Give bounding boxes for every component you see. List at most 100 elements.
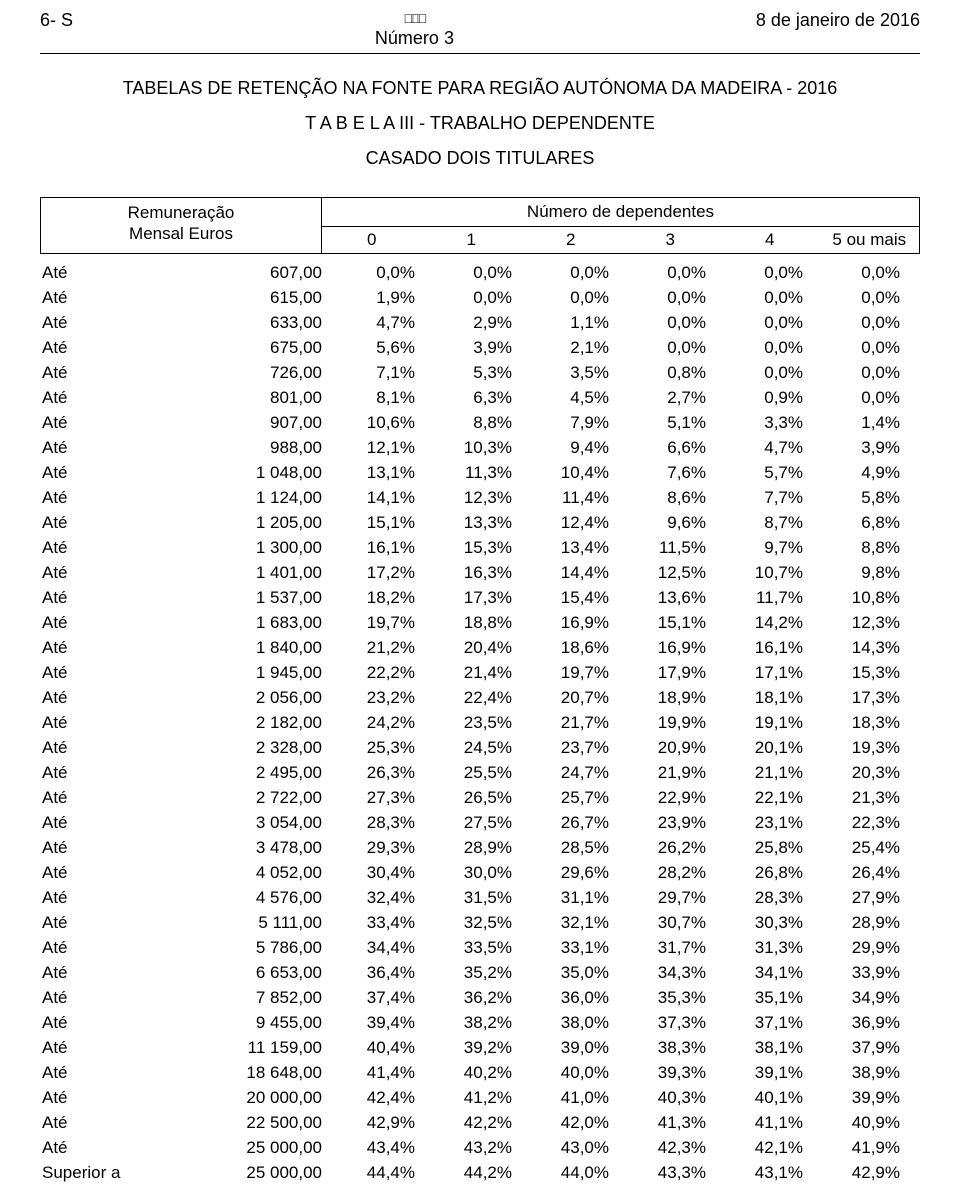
row-cell: 27,9% <box>823 888 920 908</box>
table-body: Até607,000,0%0,0%0,0%0,0%0,0%0,0%Até615,… <box>40 260 920 1185</box>
row-cell: 14,3% <box>823 638 920 658</box>
table-row: Até1 683,0019,7%18,8%16,9%15,1%14,2%12,3… <box>40 610 920 635</box>
row-cell: 4,7% <box>338 313 435 333</box>
table-row: Até4 576,0032,4%31,5%31,1%29,7%28,3%27,9… <box>40 885 920 910</box>
row-cell: 1,1% <box>532 313 629 333</box>
row-cell: 26,5% <box>435 788 532 808</box>
row-cell: 12,5% <box>629 563 726 583</box>
row-cell: 10,6% <box>338 413 435 433</box>
col-head: 4 <box>720 227 820 253</box>
table-row: Até801,008,1%6,3%4,5%2,7%0,9%0,0% <box>40 385 920 410</box>
table-row: Até675,005,6%3,9%2,1%0,0%0,0%0,0% <box>40 335 920 360</box>
table-row: Até25 000,0043,4%43,2%43,0%42,3%42,1%41,… <box>40 1135 920 1160</box>
row-cell: 11,4% <box>532 488 629 508</box>
table-row: Até3 054,0028,3%27,5%26,7%23,9%23,1%22,3… <box>40 810 920 835</box>
row-cell: 19,7% <box>532 663 629 683</box>
row-amount: 801,00 <box>152 388 338 408</box>
row-cell: 25,3% <box>338 738 435 758</box>
table-row: Até9 455,0039,4%38,2%38,0%37,3%37,1%36,9… <box>40 1010 920 1035</box>
row-cell: 0,0% <box>726 313 823 333</box>
row-cell: 40,1% <box>726 1088 823 1108</box>
row-cell: 28,2% <box>629 863 726 883</box>
table-row: Até5 786,0034,4%33,5%33,1%31,7%31,3%29,9… <box>40 935 920 960</box>
row-label: Até <box>40 313 152 333</box>
row-cell: 0,0% <box>435 263 532 283</box>
row-label: Até <box>40 988 152 1008</box>
row-cell: 24,5% <box>435 738 532 758</box>
row-amount: 988,00 <box>152 438 338 458</box>
row-cell: 22,1% <box>726 788 823 808</box>
row-cell: 38,0% <box>532 1013 629 1033</box>
row-label: Até <box>40 538 152 558</box>
row-cell: 39,9% <box>823 1088 920 1108</box>
row-label: Até <box>40 1013 152 1033</box>
row-cell: 3,9% <box>823 438 920 458</box>
row-cell: 18,9% <box>629 688 726 708</box>
row-cell: 40,0% <box>532 1063 629 1083</box>
row-cell: 38,2% <box>435 1013 532 1033</box>
row-cell: 0,0% <box>338 263 435 283</box>
row-cell: 32,5% <box>435 913 532 933</box>
row-label: Até <box>40 363 152 383</box>
row-cell: 5,8% <box>823 488 920 508</box>
table-header-rule <box>40 253 920 254</box>
row-cell: 14,1% <box>338 488 435 508</box>
row-cell: 20,7% <box>532 688 629 708</box>
row-cell: 39,2% <box>435 1038 532 1058</box>
table-row: Até2 328,0025,3%24,5%23,7%20,9%20,1%19,3… <box>40 735 920 760</box>
row-cell: 13,4% <box>532 538 629 558</box>
row-cell: 28,5% <box>532 838 629 858</box>
table-row: Até2 495,0026,3%25,5%24,7%21,9%21,1%20,3… <box>40 760 920 785</box>
row-cell: 29,6% <box>532 863 629 883</box>
header-date: 8 de janeiro de 2016 <box>756 10 920 31</box>
row-cell: 5,1% <box>629 413 726 433</box>
row-amount: 3 478,00 <box>152 838 338 858</box>
row-cell: 5,6% <box>338 338 435 358</box>
table-row: Até1 205,0015,1%13,3%12,4%9,6%8,7%6,8% <box>40 510 920 535</box>
col-head: 3 <box>621 227 721 253</box>
row-amount: 675,00 <box>152 338 338 358</box>
col-head: 2 <box>521 227 621 253</box>
row-cell: 42,1% <box>726 1138 823 1158</box>
table-row: Até907,0010,6%8,8%7,9%5,1%3,3%1,4% <box>40 410 920 435</box>
row-cell: 0,0% <box>629 313 726 333</box>
row-cell: 31,3% <box>726 938 823 958</box>
table-row: Até633,004,7%2,9%1,1%0,0%0,0%0,0% <box>40 310 920 335</box>
row-cell: 38,9% <box>823 1063 920 1083</box>
table-row: Até11 159,0040,4%39,2%39,0%38,3%38,1%37,… <box>40 1035 920 1060</box>
row-cell: 15,3% <box>435 538 532 558</box>
row-cell: 22,9% <box>629 788 726 808</box>
row-amount: 1 048,00 <box>152 463 338 483</box>
row-cell: 35,3% <box>629 988 726 1008</box>
row-amount: 2 328,00 <box>152 738 338 758</box>
table-row: Até1 048,0013,1%11,3%10,4%7,6%5,7%4,9% <box>40 460 920 485</box>
row-cell: 8,8% <box>823 538 920 558</box>
row-cell: 17,9% <box>629 663 726 683</box>
row-cell: 0,0% <box>629 288 726 308</box>
row-cell: 7,7% <box>726 488 823 508</box>
row-cell: 18,2% <box>338 588 435 608</box>
row-cell: 19,3% <box>823 738 920 758</box>
row-cell: 41,2% <box>435 1088 532 1108</box>
table-row: Até988,0012,1%10,3%9,4%6,6%4,7%3,9% <box>40 435 920 460</box>
row-cell: 17,3% <box>823 688 920 708</box>
col-head: 1 <box>422 227 522 253</box>
row-cell: 35,0% <box>532 963 629 983</box>
row-cell: 41,4% <box>338 1063 435 1083</box>
header-left: 6- S <box>40 10 73 31</box>
row-amount: 5 786,00 <box>152 938 338 958</box>
row-cell: 4,5% <box>532 388 629 408</box>
row-cell: 0,0% <box>823 338 920 358</box>
row-amount: 1 205,00 <box>152 513 338 533</box>
row-label: Até <box>40 438 152 458</box>
row-cell: 15,1% <box>338 513 435 533</box>
row-label: Até <box>40 863 152 883</box>
row-amount: 907,00 <box>152 413 338 433</box>
row-label: Até <box>40 388 152 408</box>
row-cell: 17,2% <box>338 563 435 583</box>
row-cell: 23,1% <box>726 813 823 833</box>
row-amount: 5 111,00 <box>152 913 338 933</box>
row-amount: 4 576,00 <box>152 888 338 908</box>
row-label: Até <box>40 1138 152 1158</box>
row-cell: 0,0% <box>532 263 629 283</box>
